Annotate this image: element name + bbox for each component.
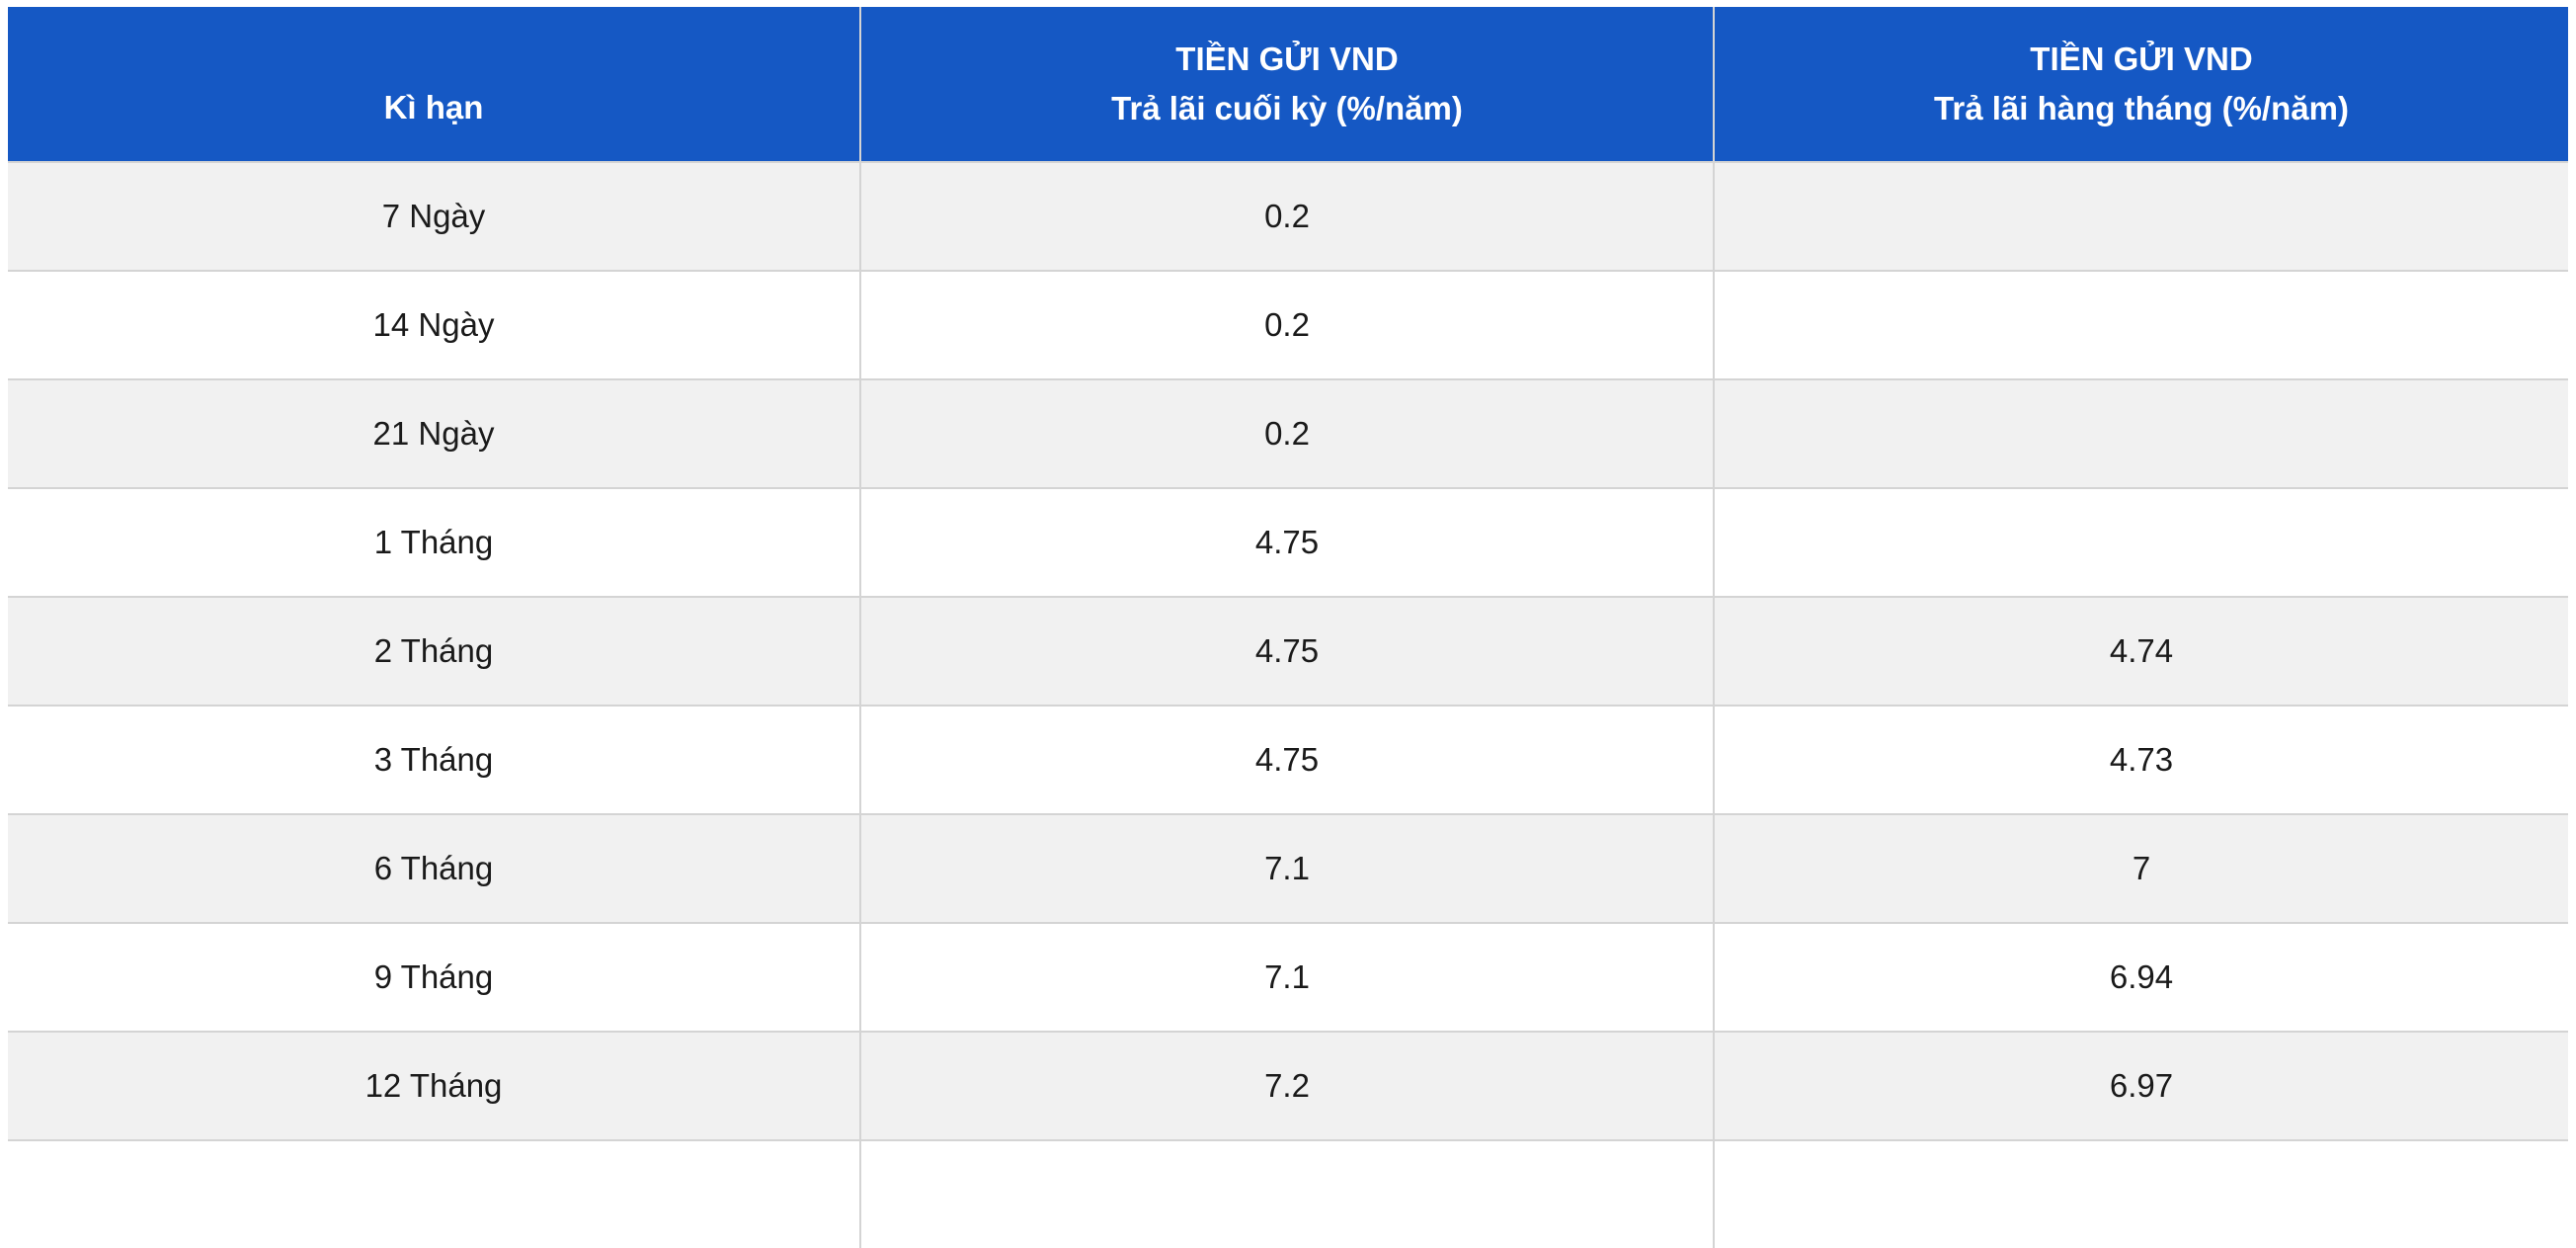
monthly-rate-cell — [1714, 378, 2568, 488]
table-row: 12 Tháng 7.2 6.97 — [8, 1031, 2568, 1140]
monthly-rate-cell — [1714, 161, 2568, 271]
end-of-term-rate-cell: 7.2 — [860, 1031, 1715, 1140]
column-header-subtitle: Trả lãi hàng tháng (%/năm) — [1934, 90, 2349, 126]
term-cell: 2 Tháng — [8, 596, 861, 706]
monthly-rate-cell — [1714, 1139, 2568, 1248]
end-of-term-rate-cell: 0.2 — [860, 378, 1715, 488]
monthly-rate-cell: 6.97 — [1714, 1031, 2568, 1140]
interest-rate-table: Kì hạn TIỀN GỬI VND Trả lãi cuối kỳ (%/n… — [8, 7, 2568, 1248]
term-cell — [8, 1139, 861, 1248]
table-row: 1 Tháng 4.75 — [8, 487, 2568, 597]
column-header-title: TIỀN GỬI VND — [2030, 41, 2253, 77]
table-row: 2 Tháng 4.75 4.74 — [8, 596, 2568, 706]
column-header-deposit-end-of-term: TIỀN GỬI VND Trả lãi cuối kỳ (%/năm) — [860, 7, 1715, 162]
end-of-term-rate-cell: 4.75 — [860, 705, 1715, 814]
term-cell: 14 Ngày — [8, 270, 861, 379]
table-row: 21 Ngày 0.2 — [8, 378, 2568, 488]
table-row — [8, 1139, 2568, 1248]
table-row: 3 Tháng 4.75 4.73 — [8, 705, 2568, 814]
table-row: 9 Tháng 7.1 6.94 — [8, 922, 2568, 1032]
column-header-subtitle: Trả lãi cuối kỳ (%/năm) — [1111, 90, 1463, 126]
term-cell: 7 Ngày — [8, 161, 861, 271]
end-of-term-rate-cell: 4.75 — [860, 596, 1715, 706]
end-of-term-rate-cell — [860, 1139, 1715, 1248]
monthly-rate-cell: 6.94 — [1714, 922, 2568, 1032]
monthly-rate-cell — [1714, 487, 2568, 597]
term-cell: 9 Tháng — [8, 922, 861, 1032]
table-row: 7 Ngày 0.2 — [8, 161, 2568, 271]
term-cell: 3 Tháng — [8, 705, 861, 814]
monthly-rate-cell: 4.73 — [1714, 705, 2568, 814]
term-cell: 12 Tháng — [8, 1031, 861, 1140]
end-of-term-rate-cell: 0.2 — [860, 270, 1715, 379]
term-cell: 6 Tháng — [8, 813, 861, 923]
end-of-term-rate-cell: 7.1 — [860, 922, 1715, 1032]
end-of-term-rate-cell: 4.75 — [860, 487, 1715, 597]
table-header: Kì hạn TIỀN GỬI VND Trả lãi cuối kỳ (%/n… — [8, 7, 2568, 162]
monthly-rate-cell: 4.74 — [1714, 596, 2568, 706]
column-header-term-label: Kì hạn — [383, 89, 484, 125]
header-row: Kì hạn TIỀN GỬI VND Trả lãi cuối kỳ (%/n… — [8, 7, 2568, 162]
table-row: 6 Tháng 7.1 7 — [8, 813, 2568, 923]
column-header-title: TIỀN GỬI VND — [1175, 41, 1399, 77]
term-cell: 1 Tháng — [8, 487, 861, 597]
table-body: 7 Ngày 0.2 14 Ngày 0.2 21 Ngày 0.2 1 Tháng 4.75… — [8, 161, 2568, 1248]
end-of-term-rate-cell: 0.2 — [860, 161, 1715, 271]
column-header-term: Kì hạn — [8, 7, 861, 162]
end-of-term-rate-cell: 7.1 — [860, 813, 1715, 923]
column-header-deposit-monthly: TIỀN GỬI VND Trả lãi hàng tháng (%/năm) — [1714, 7, 2568, 162]
monthly-rate-cell: 7 — [1714, 813, 2568, 923]
term-cell: 21 Ngày — [8, 378, 861, 488]
monthly-rate-cell — [1714, 270, 2568, 379]
table-row: 14 Ngày 0.2 — [8, 270, 2568, 379]
